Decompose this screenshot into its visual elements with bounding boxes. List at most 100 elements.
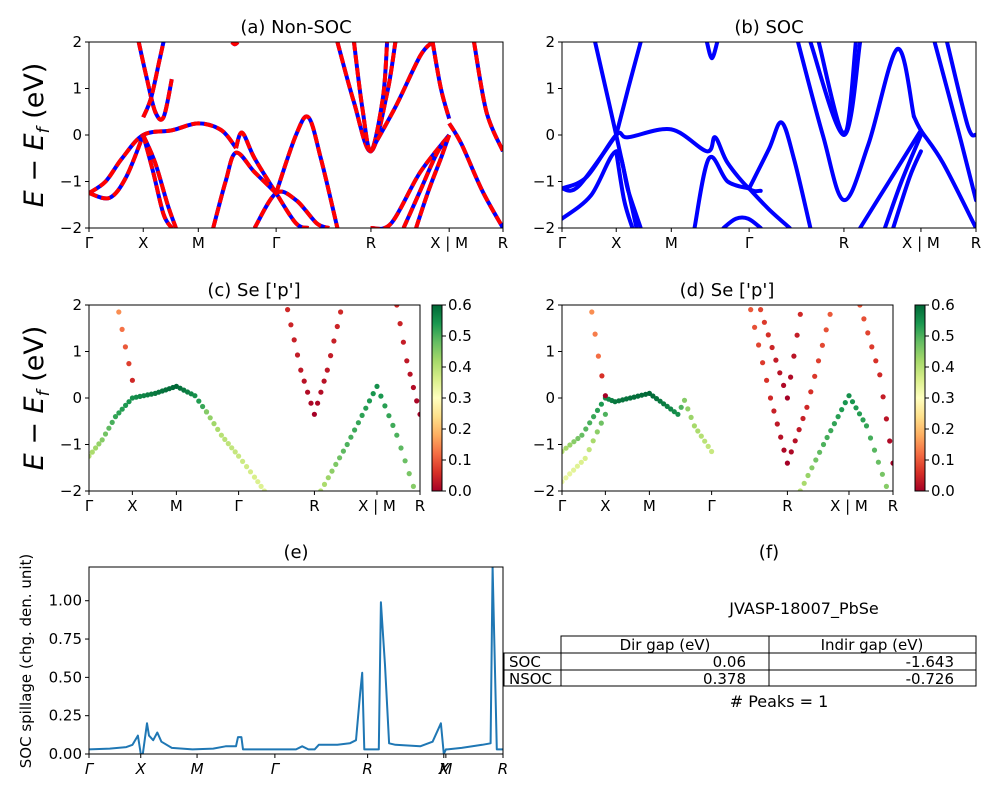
- panel-d-y-ticks: −2 −1 0 1 2: [533, 296, 562, 500]
- gap-table: Dir gap (eV) Indir gap (eV) SOC 0.06 -1.…: [503, 635, 977, 688]
- x-tick-label: X | M: [358, 497, 396, 515]
- x-tick-label: Γ: [558, 234, 567, 252]
- x-tick-label: X: [135, 760, 147, 778]
- scatter-point: [200, 403, 206, 410]
- scatter-point: [856, 411, 863, 417]
- band-line-dash-band-cb-r1: [335, 42, 398, 154]
- scatter-point: [767, 395, 774, 401]
- col-header-indir-gap: Indir gap (eV): [821, 636, 924, 654]
- band-line-dash-band-vb-5: [211, 150, 278, 228]
- scatter-point: [318, 389, 324, 395]
- panel-a-plot-area: [89, 42, 503, 228]
- scatter-point: [681, 397, 688, 403]
- scatter-point: [119, 326, 125, 332]
- colorbar-gradient: [431, 304, 443, 492]
- x-tick-label: R: [888, 497, 898, 515]
- scatter-point: [595, 353, 602, 359]
- x-tick-label: X | M: [430, 234, 468, 252]
- y-tick-label: −1: [60, 173, 82, 191]
- x-tick-label: X: [600, 497, 610, 515]
- scatter-point: [758, 307, 764, 313]
- scatter-point: [828, 428, 834, 434]
- band-line-band-14: [796, 42, 916, 203]
- x-tick-label: M: [643, 497, 656, 515]
- band-line-dash-band-cb1b: [141, 42, 166, 119]
- band-line-band-9: [747, 186, 792, 228]
- scatter-point: [781, 447, 787, 453]
- scatter-point: [126, 361, 132, 367]
- scatter-point: [598, 401, 605, 407]
- scatter-point: [887, 438, 893, 444]
- x-tick-label: X: [438, 760, 450, 778]
- panel-d-title: (d) Se ['p']: [680, 280, 775, 301]
- panel-a-x-ticks: Γ X M Γ R X | M R: [85, 228, 508, 252]
- scatter-point: [298, 367, 304, 373]
- panel-e-y-ticks: 0.00 0.25 0.50 0.75 1.00: [49, 592, 89, 763]
- x-tick-label: R: [498, 234, 508, 252]
- row-label-nsoc: NSOC: [509, 670, 552, 688]
- scatter-point: [417, 411, 420, 417]
- y-tick-label: −2: [60, 219, 82, 237]
- nsoc-dir-gap: 0.378: [703, 670, 746, 688]
- y-tick-label: 1.00: [49, 592, 82, 610]
- row-label-soc: SOC: [509, 653, 541, 671]
- y-tick-label: −2: [533, 482, 555, 500]
- panel-c-title: (c) Se ['p']: [207, 280, 300, 301]
- scatter-point: [123, 402, 129, 408]
- band-line-band-11: [721, 215, 763, 228]
- scatter-point: [394, 305, 400, 308]
- scatter-point: [126, 399, 132, 405]
- scatter-point: [650, 393, 656, 399]
- x-tick-label: Γ: [707, 497, 716, 515]
- table-cell: [768, 669, 977, 687]
- scatter-point: [240, 458, 246, 464]
- scatter-point: [236, 453, 242, 459]
- scatter-point: [99, 437, 105, 443]
- panel-b-soc-bands: (b) SOC −2 −1 0 1 2 Γ X M Γ R X | M R: [533, 17, 981, 252]
- band-line-dash-band-cb-top: [230, 42, 240, 47]
- scatter-point: [671, 409, 677, 415]
- y-tick-label: 2: [545, 33, 555, 51]
- scatter-point: [820, 441, 827, 448]
- scatter-point: [382, 403, 388, 409]
- colorbar-tick-label: 0.4: [931, 358, 955, 376]
- scatter-point: [857, 305, 863, 308]
- scatter-point: [691, 423, 698, 429]
- x-tick-label: Γ: [271, 760, 281, 778]
- y-tick-label: 0.25: [49, 707, 82, 725]
- scatter-point: [355, 420, 361, 426]
- scatter-point: [598, 420, 604, 426]
- scatter-point: [765, 332, 771, 338]
- scatter-point: [378, 393, 384, 399]
- x-tick-label: R: [362, 760, 372, 778]
- colorbar-tick-label: 0.4: [448, 358, 472, 376]
- scatter-point: [288, 322, 294, 328]
- panel-e-title: (e): [283, 542, 308, 563]
- scatter-point: [809, 465, 815, 471]
- scatter-point: [849, 399, 856, 405]
- material-name: JVASP-18007_PbSe: [728, 599, 879, 619]
- scatter-point: [865, 330, 871, 336]
- colorbar-tick-label: 0.3: [931, 389, 955, 407]
- scatter-point: [562, 479, 565, 485]
- y-tick-label: 0: [72, 126, 82, 144]
- scatter-point: [592, 331, 598, 337]
- colorbar-tick-label: 0.5: [931, 327, 955, 345]
- band-line-dash-band-cb-r2: [352, 42, 390, 154]
- scatter-point: [639, 392, 645, 398]
- scatter-point: [370, 391, 376, 397]
- x-tick-label: X: [127, 497, 137, 515]
- scatter-point: [344, 441, 350, 448]
- scatter-point: [804, 404, 810, 410]
- scatter-point: [414, 398, 420, 404]
- y-tick-label: 0: [72, 389, 82, 407]
- scatter-point: [225, 441, 231, 447]
- scatter-point: [784, 460, 791, 466]
- scatter-point: [331, 338, 337, 344]
- y-tick-label: 1: [72, 343, 82, 361]
- scatter-point: [685, 406, 691, 412]
- soc-dir-gap: 0.06: [713, 653, 746, 671]
- y-tick-label: 2: [545, 296, 555, 314]
- scatter-point: [337, 455, 343, 461]
